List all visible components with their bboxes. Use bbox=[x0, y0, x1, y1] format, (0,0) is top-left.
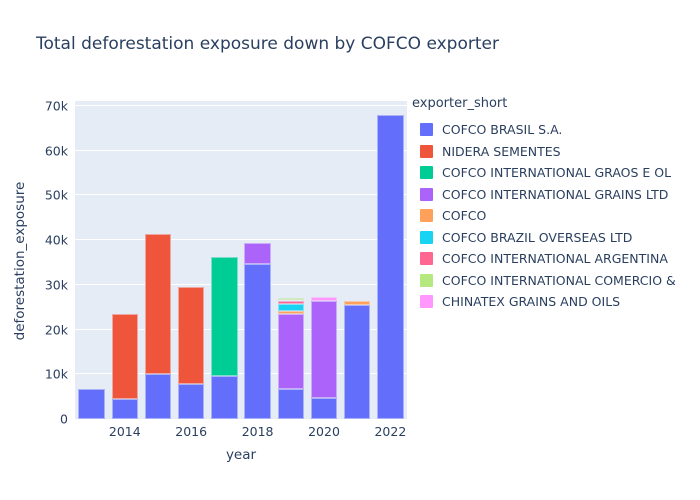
legend-swatch bbox=[420, 123, 433, 137]
ytick-label: 50k bbox=[44, 187, 68, 203]
bar-segment[interactable] bbox=[343, 304, 371, 419]
xtick-label: 2020 bbox=[308, 424, 340, 439]
bar-segment[interactable] bbox=[277, 304, 305, 311]
legend-label: CHINATEX GRAINS AND OILS bbox=[442, 294, 621, 310]
gridline bbox=[75, 283, 407, 285]
bar-segment[interactable] bbox=[78, 389, 105, 419]
gridline bbox=[75, 149, 407, 151]
legend-item[interactable]: COFCO INTERNATIONAL GRAINS LTD bbox=[412, 184, 676, 206]
legend-label: NIDERA SEMENTES bbox=[442, 143, 561, 159]
legend-swatch bbox=[420, 252, 433, 266]
ytick-label: 20k bbox=[44, 322, 68, 338]
legend-swatch bbox=[420, 144, 433, 158]
legend-title: exporter_short bbox=[412, 96, 508, 111]
legend-item[interactable]: COFCO bbox=[412, 205, 676, 227]
ytick-label: 60k bbox=[44, 143, 68, 159]
bar-segment[interactable] bbox=[244, 264, 271, 419]
bar-segment[interactable] bbox=[310, 397, 338, 419]
legend-swatch bbox=[420, 187, 433, 201]
bar-segment[interactable] bbox=[277, 298, 305, 301]
legend-label: COFCO INTERNATIONAL GRAOS E OL bbox=[442, 165, 672, 181]
plot-area bbox=[75, 101, 407, 419]
ytick-label: 70k bbox=[44, 98, 68, 114]
bar-segment[interactable] bbox=[310, 301, 338, 398]
gridline bbox=[75, 194, 407, 196]
legend-item[interactable]: COFCO BRASIL S.A. bbox=[412, 119, 676, 141]
bar-segment[interactable] bbox=[277, 314, 305, 389]
legend-swatch bbox=[420, 209, 433, 223]
bar-segment[interactable] bbox=[144, 233, 172, 374]
bar-segment[interactable] bbox=[177, 286, 205, 385]
gridline bbox=[75, 328, 407, 330]
bar-segment[interactable] bbox=[377, 115, 404, 419]
legend-label: COFCO INTERNATIONAL GRAINS LTD bbox=[442, 186, 669, 202]
legend-label: COFCO bbox=[442, 208, 487, 224]
bar-segment[interactable] bbox=[343, 301, 371, 305]
legend-items: COFCO BRASIL S.A. NIDERA SEMENTES COFCO IN… bbox=[412, 119, 676, 313]
x-axis-title: year bbox=[225, 447, 257, 463]
xtick-label: 2018 bbox=[241, 424, 274, 439]
chart-title: Total deforestation exposure down by COF… bbox=[36, 34, 499, 54]
ytick-label: 30k bbox=[44, 277, 68, 293]
bar-segment[interactable] bbox=[277, 388, 305, 419]
legend-swatch bbox=[420, 166, 433, 180]
legend-item[interactable]: CHINATEX GRAINS AND OILS bbox=[412, 291, 676, 313]
legend: exporter_short COFCO BRASIL S.A. NIDERA S… bbox=[412, 96, 676, 313]
bar-segment[interactable] bbox=[244, 243, 271, 265]
bar-segment[interactable] bbox=[177, 384, 205, 419]
xtick-label: 2016 bbox=[175, 424, 208, 439]
legend-swatch bbox=[420, 230, 433, 244]
legend-swatch bbox=[420, 295, 433, 309]
bar-segment[interactable] bbox=[277, 310, 305, 315]
gridline bbox=[75, 104, 407, 106]
bar-segment[interactable] bbox=[211, 376, 238, 419]
gridline bbox=[75, 373, 407, 375]
legend-label: COFCO INTERNATIONAL ARGENTINA bbox=[442, 251, 668, 267]
bar-segment[interactable] bbox=[144, 373, 172, 419]
y-axis-title: deforestation_exposure bbox=[12, 181, 28, 341]
legend-item[interactable]: COFCO INTERNATIONAL GRAOS E OL bbox=[412, 162, 676, 184]
ytick-label: 40k bbox=[44, 232, 68, 248]
ytick-label: 0 bbox=[60, 411, 68, 427]
gridline bbox=[75, 239, 407, 241]
xtick-label: 2014 bbox=[108, 424, 141, 439]
legend-label: COFCO BRASIL S.A. bbox=[442, 122, 563, 138]
legend-item[interactable]: NIDERA SEMENTES bbox=[412, 141, 676, 163]
legend-item[interactable]: COFCO INTERNATIONAL COMERCIO & bbox=[412, 270, 676, 292]
xtick-label: 2022 bbox=[374, 424, 407, 439]
legend-item[interactable]: COFCO INTERNATIONAL ARGENTINA bbox=[412, 248, 676, 270]
bar-segment[interactable] bbox=[111, 399, 139, 419]
legend-label: COFCO INTERNATIONAL COMERCIO & bbox=[442, 272, 676, 288]
legend-item[interactable]: COFCO BRAZIL OVERSEAS LTD bbox=[412, 227, 676, 249]
ytick-label: 10k bbox=[44, 366, 68, 382]
bar-segment[interactable] bbox=[277, 300, 305, 305]
bar-segment[interactable] bbox=[211, 257, 238, 377]
bar-segment[interactable] bbox=[310, 297, 338, 302]
bar-segment[interactable] bbox=[111, 313, 139, 400]
legend-label: COFCO BRAZIL OVERSEAS LTD bbox=[442, 229, 633, 245]
legend-swatch bbox=[420, 273, 433, 287]
